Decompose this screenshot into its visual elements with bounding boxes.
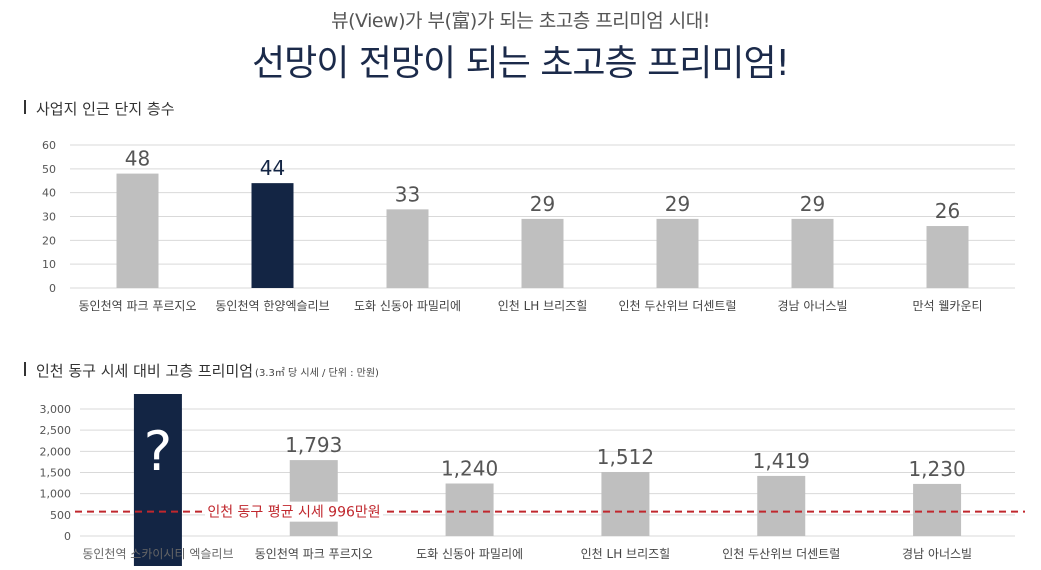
y-tick-label: 30 <box>42 211 56 224</box>
x-tick-label: 인천 LH 브리즈힐 <box>498 298 588 313</box>
data-label: 29 <box>800 192 825 216</box>
x-tick-label: 도화 신동아 파밀리에 <box>354 299 461 313</box>
x-tick-label: 도화 신동아 파밀리에 <box>416 547 523 561</box>
y-tick-label: 20 <box>42 234 56 247</box>
x-tick-label: 만석 웰카운티 <box>912 299 982 313</box>
subtitle: 뷰(View)가 부(富)가 되는 초고층 프리미엄 시대! <box>331 10 710 32</box>
bar <box>913 483 962 536</box>
y-tick-label: 1,500 <box>40 467 72 480</box>
section-heading-floors: 사업지 인근 단지 층수 <box>24 98 175 119</box>
section-marker <box>24 362 26 376</box>
data-label: 44 <box>260 156 285 180</box>
y-tick-label: 50 <box>42 163 56 176</box>
bar <box>445 483 494 536</box>
bar <box>601 471 650 536</box>
data-label: 1,793 <box>285 433 342 457</box>
x-tick-label: 인천 두산위브 더센트럴 <box>722 546 840 561</box>
bar <box>386 209 429 288</box>
bar <box>289 460 338 536</box>
y-tick-label: 2,000 <box>40 445 72 458</box>
premium-bar-chart: 0 500 1,000 1,500 2,000 2,500 3,000? 1,793 1,240… <box>40 394 1025 566</box>
x-tick-label: 동인천역 한양엑슬리브 <box>215 298 329 313</box>
data-label: 1,240 <box>441 457 498 481</box>
highlight-bar <box>133 394 182 566</box>
y-tick-label: 2,500 <box>40 424 72 437</box>
page-title: 선망이 전망이 되는 초고층 프리미엄! <box>251 43 790 84</box>
section-heading-premium-label: 인천 동구 시세 대비 고층 프리미엄 <box>36 362 254 380</box>
x-tick-label: 동인천역 파크 푸르지오 <box>78 298 196 313</box>
section-marker <box>24 100 26 114</box>
bar <box>656 218 699 288</box>
x-tick-label: 인천 LH 브리즈힐 <box>581 546 671 561</box>
x-tick-label: 인천 두산위브 더센트럴 <box>618 298 736 313</box>
y-tick-label: 3,000 <box>40 403 72 416</box>
y-tick-label: 0 <box>64 530 71 543</box>
y-tick-label: 1,000 <box>40 488 72 501</box>
bar <box>251 183 294 288</box>
bar <box>926 226 969 288</box>
data-label: 29 <box>665 192 690 216</box>
data-label: 29 <box>530 192 555 216</box>
bar <box>521 218 564 288</box>
reference-label-background <box>205 501 383 522</box>
data-label: 1,512 <box>597 445 654 469</box>
x-tick-label: 경남 아너스빌 <box>902 547 972 561</box>
data-label: ? <box>144 420 173 483</box>
bar <box>791 218 834 288</box>
y-tick-label: 0 <box>49 282 56 295</box>
data-label: 48 <box>125 147 150 171</box>
data-label: 26 <box>935 199 960 223</box>
x-tick-label: 경남 아너스빌 <box>777 299 847 313</box>
y-tick-label: 40 <box>42 187 56 200</box>
section-heading-floors-label: 사업지 인근 단지 층수 <box>36 100 175 118</box>
y-tick-label: 10 <box>42 258 56 271</box>
data-label: 1,419 <box>753 449 810 473</box>
y-tick-label: 500 <box>50 509 71 522</box>
floors-bar-chart: 0 10 20 30 40 50 60 48 동인천역 파크 푸르지오 44 동인천역 한양엑슬리브… <box>42 139 1015 313</box>
bar <box>757 475 806 536</box>
bar <box>116 173 159 288</box>
data-label: 1,230 <box>908 457 965 481</box>
data-label: 33 <box>395 182 420 206</box>
x-tick-label: 동인천역 파크 푸르지오 <box>255 546 373 561</box>
section-heading-premium-note: (3.3㎡ 당 시세 / 단위 : 만원) <box>255 368 379 379</box>
section-heading-premium: 인천 동구 시세 대비 고층 프리미엄 (3.3㎡ 당 시세 / 단위 : 만원… <box>24 360 379 381</box>
x-tick-label: 동인천역 스카이시티 엑슬리브 <box>82 546 233 561</box>
y-tick-label: 60 <box>42 139 56 152</box>
reference-line-label: 인천 동구 평균 시세 996만원 <box>207 505 380 521</box>
